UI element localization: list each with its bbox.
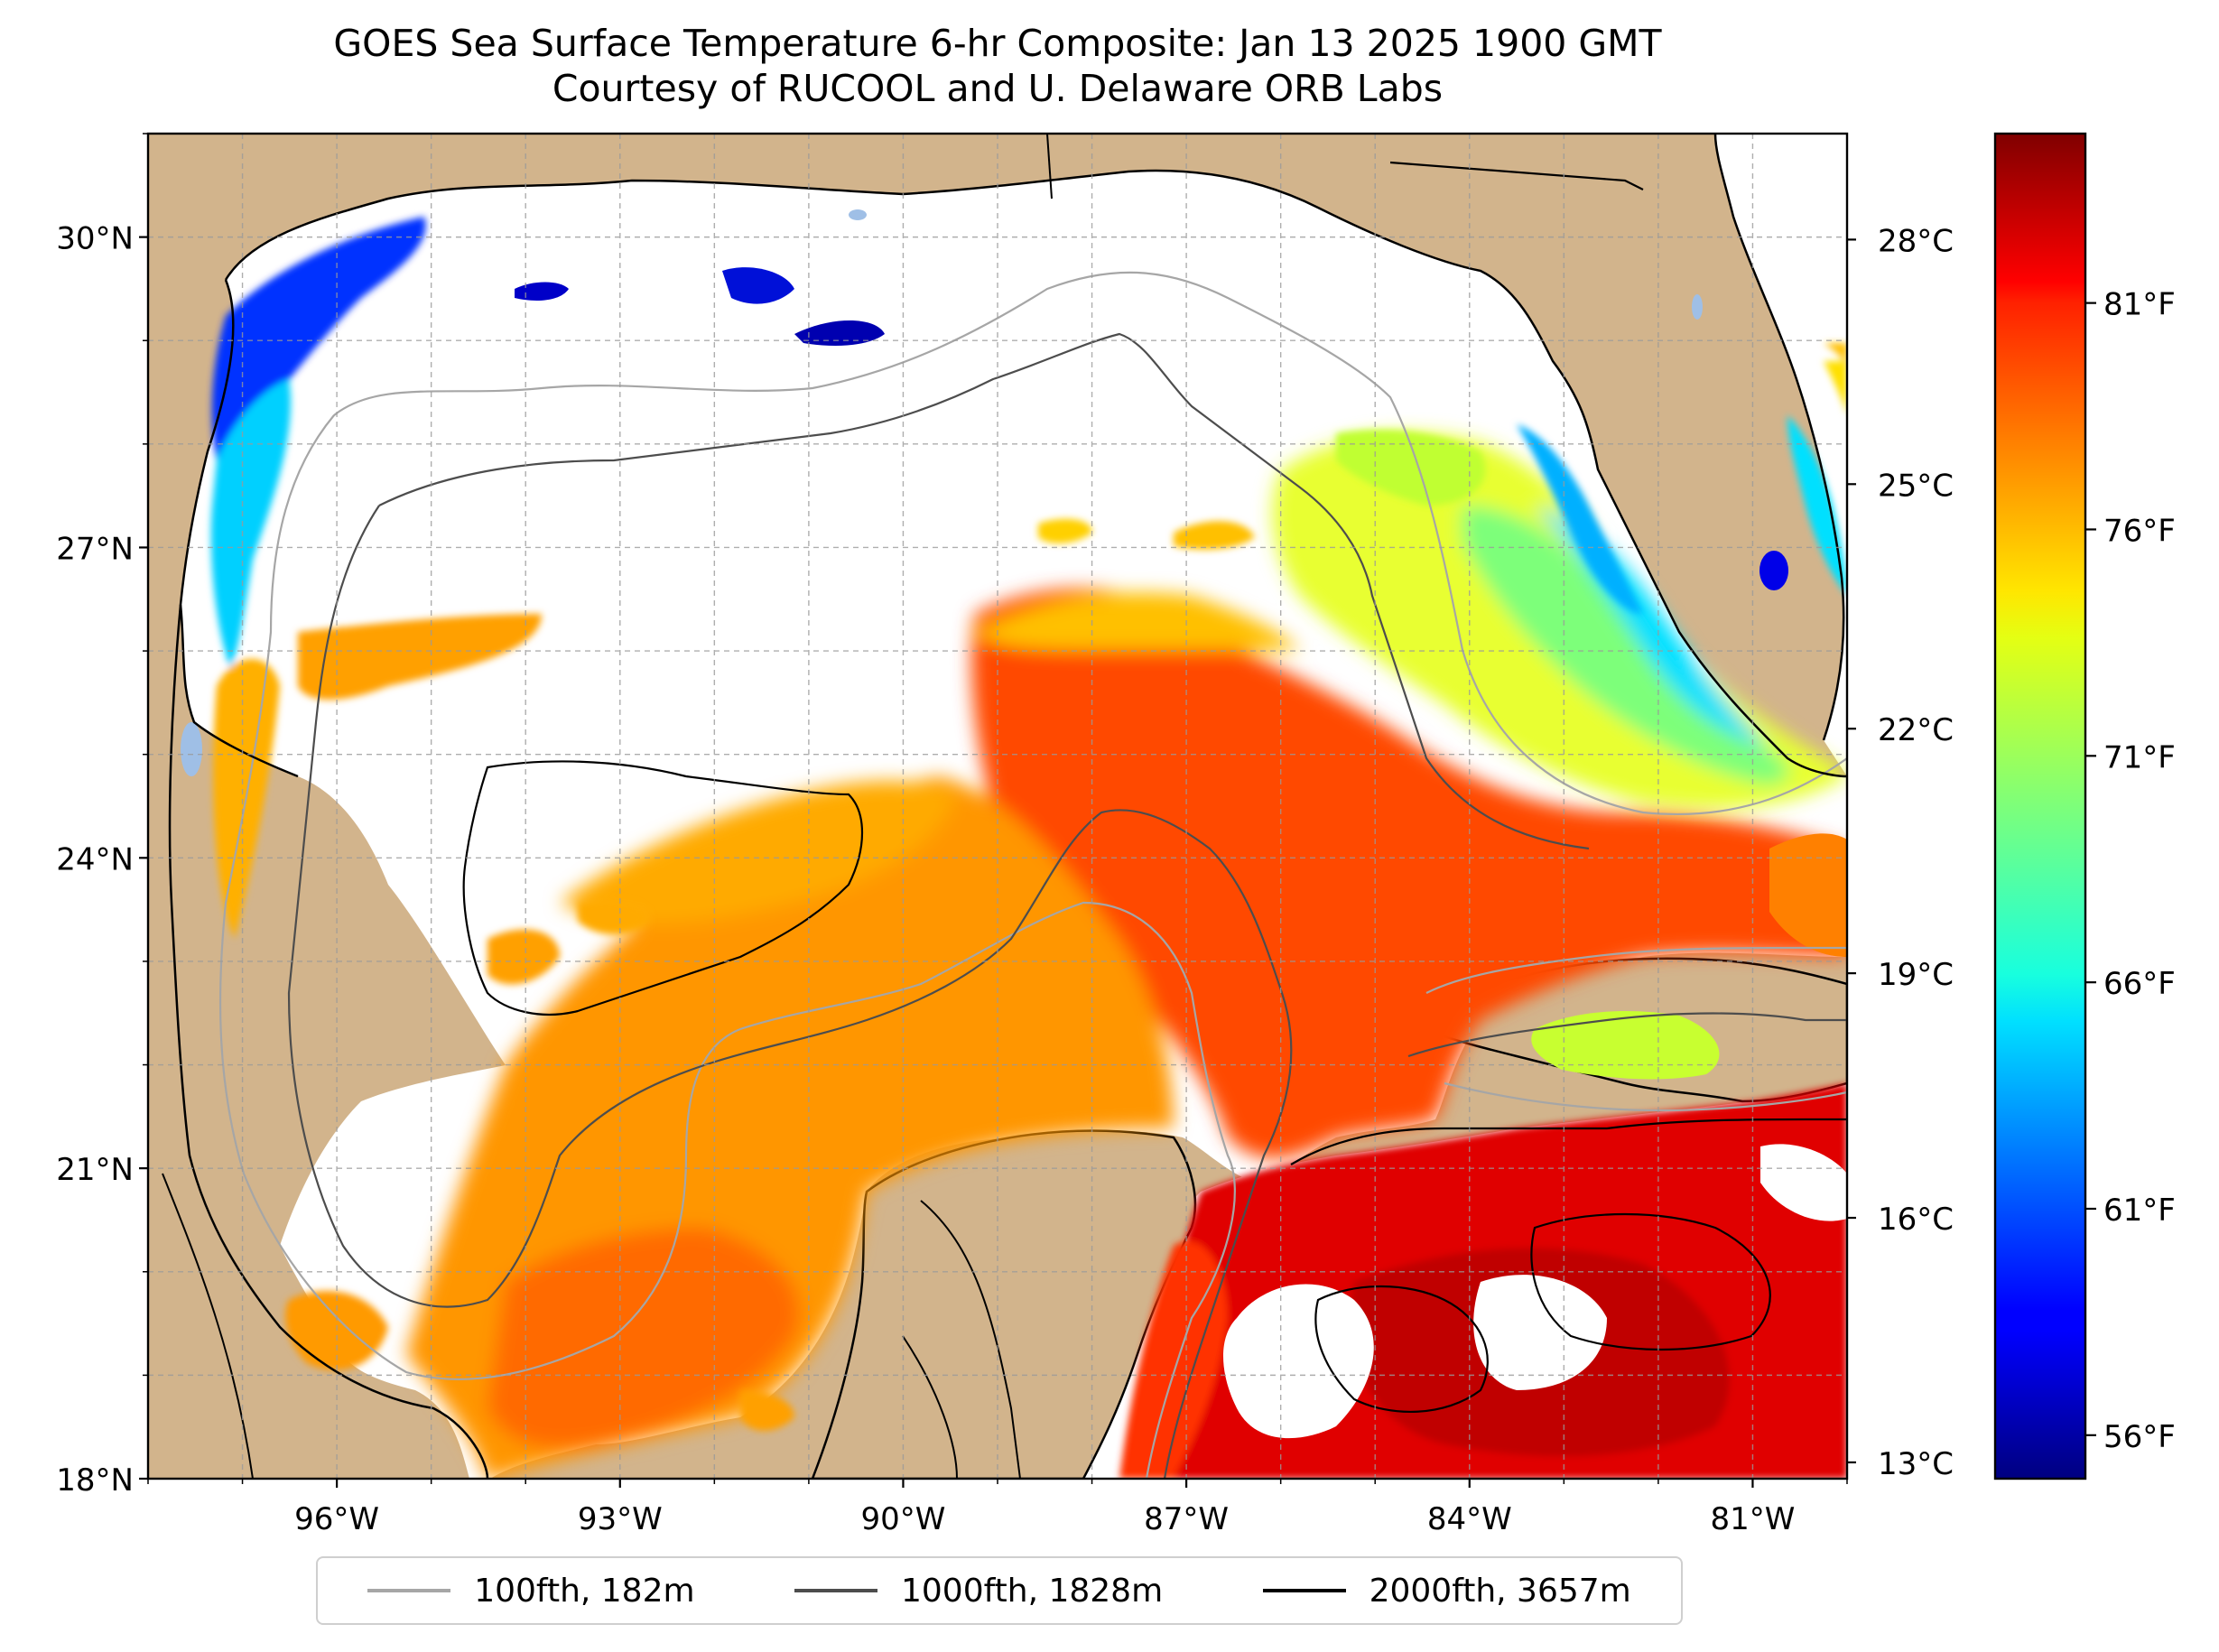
lat-tick-label: 27°N bbox=[56, 531, 134, 567]
atlantic-water bbox=[1715, 134, 1847, 776]
bathymetry-legend: 100fth, 182m 1000fth, 1828m 2000fth, 365… bbox=[316, 1556, 1683, 1625]
gridlines bbox=[148, 134, 1847, 1479]
lat-tick-label: 21°N bbox=[56, 1152, 134, 1188]
lake-pontchartrain bbox=[849, 209, 867, 220]
lon-tick-label: 81°W bbox=[1710, 1501, 1795, 1537]
fahrenheit-tick-label: 56°F bbox=[2103, 1419, 2176, 1455]
lon-tick-label: 96°W bbox=[294, 1501, 379, 1537]
lake-texas bbox=[181, 722, 202, 776]
lon-tick-label: 93°W bbox=[578, 1501, 663, 1537]
map-area bbox=[148, 134, 1847, 1479]
lat-tick-label: 30°N bbox=[56, 221, 134, 257]
legend-label-100fth: 100fth, 182m bbox=[474, 1572, 695, 1610]
legend-swatch-2000fth bbox=[1262, 1589, 1346, 1592]
celsius-tick-label: 22°C bbox=[1878, 712, 1954, 748]
legend-item-100fth: 100fth, 182m bbox=[367, 1572, 695, 1610]
colorbar-ticks: 28°C 25°C 22°C 19°C 16°C 13°C 81°F 76°F 71°F 66°F… bbox=[1847, 223, 2176, 1482]
legend-item-2000fth: 2000fth, 3657m bbox=[1262, 1572, 1631, 1610]
fahrenheit-tick-label: 76°F bbox=[2103, 513, 2176, 549]
legend-label-2000fth: 2000fth, 3657m bbox=[1369, 1572, 1631, 1610]
celsius-tick-label: 28°C bbox=[1878, 223, 1954, 259]
legend-item-1000fth: 1000fth, 1828m bbox=[794, 1573, 1163, 1610]
lon-tick-label: 84°W bbox=[1427, 1501, 1512, 1537]
contour-1000fth bbox=[287, 332, 1847, 1479]
bathymetry-contours bbox=[218, 271, 1847, 1479]
legend-label-1000fth: 1000fth, 1828m bbox=[900, 1572, 1164, 1610]
coastlines bbox=[162, 134, 1847, 1479]
celsius-tick-label: 25°C bbox=[1878, 468, 1954, 504]
colorbar-gradient bbox=[1995, 134, 2085, 1479]
fahrenheit-tick-label: 61°F bbox=[2103, 1193, 2176, 1229]
lat-tick-label: 24°N bbox=[56, 841, 134, 877]
celsius-tick-label: 13°C bbox=[1878, 1446, 1954, 1482]
lon-tick-label: 90°W bbox=[860, 1501, 945, 1537]
fahrenheit-tick-label: 81°F bbox=[2103, 287, 2176, 323]
lat-tick-label: 18°N bbox=[56, 1462, 134, 1499]
colorbar-frame bbox=[1993, 132, 2087, 1480]
colorbar: 28°C 25°C 22°C 19°C 16°C 13°C 81°F 76°F 71°F 66°F… bbox=[1847, 132, 2176, 1482]
map-subtitle: Courtesy of RUCOOL and U. Delaware ORB L… bbox=[552, 67, 1444, 110]
legend-swatch-100fth bbox=[367, 1589, 451, 1592]
fahrenheit-tick-label: 71°F bbox=[2103, 739, 2176, 775]
contour-100fth bbox=[218, 271, 1847, 1479]
fahrenheit-tick-label: 66°F bbox=[2103, 966, 2176, 1002]
celsius-tick-label: 16°C bbox=[1878, 1202, 1954, 1238]
lake-florida bbox=[1692, 294, 1703, 320]
contour-2000fth bbox=[462, 760, 1847, 1414]
map-axis-ticks: 30°N 27°N 24°N 21°N 18°N 96°W 93°W 90°W 87°W 84°W… bbox=[56, 133, 1848, 1537]
map-title: GOES Sea Surface Temperature 6-hr Compos… bbox=[333, 22, 1662, 65]
legend-swatch-1000fth bbox=[794, 1589, 877, 1592]
celsius-tick-label: 19°C bbox=[1878, 957, 1954, 993]
lon-tick-label: 87°W bbox=[1144, 1501, 1229, 1537]
lake-okeechobee bbox=[1759, 551, 1788, 590]
